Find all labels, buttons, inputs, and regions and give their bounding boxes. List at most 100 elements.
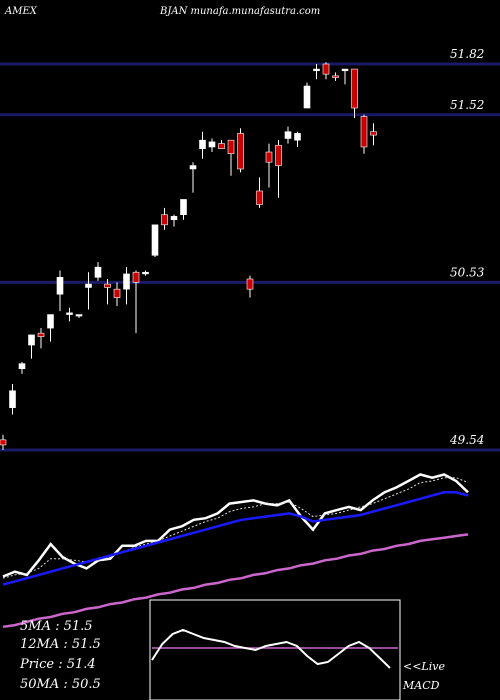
candle [18,361,26,374]
candle-body [351,68,358,109]
candle-body [170,216,178,221]
legend-50ma: 50MA : 50.5 [20,677,101,692]
candle-body [246,278,254,290]
candle-body [142,271,149,275]
candle-body [227,139,235,155]
candle-body [199,139,206,149]
legend: 5MA : 51.5 12MA : 51.5 Price : 51.4 50MA… [19,619,445,692]
candle-body [113,288,121,298]
candle-body [94,266,102,278]
candle-body [284,131,292,139]
candle-body [322,63,330,75]
candle [161,207,168,230]
candle [180,199,187,220]
candle [208,138,216,153]
candle [322,62,330,80]
candle-body [256,190,263,205]
candle-body [303,85,311,109]
legend-5ma: 5MA : 51.5 [20,619,93,634]
candle-body [360,116,368,148]
candle-body [275,144,282,166]
candle [332,72,339,81]
candles [0,62,377,450]
macd-series [151,628,398,669]
price-line-label: 51.82 [450,47,484,61]
candle [370,123,377,146]
candle-body [28,334,35,346]
candle [56,270,64,312]
legend-price: Price : 51.4 [19,657,96,672]
candle-body [332,75,339,78]
candle-body [237,133,244,170]
candle [37,328,45,349]
chart-title: BJAN munafa.munafasutra.com [159,6,320,17]
macd-label: MACD [402,679,440,692]
candle-body [208,141,216,148]
candle-body [161,214,168,226]
candle [85,272,92,310]
macd-frame [149,599,401,700]
candle [294,131,301,147]
candle-body [189,165,197,170]
ma-line [2,491,469,586]
candle [94,262,102,281]
candle [47,314,54,342]
candle [256,177,263,208]
candle [246,275,254,298]
candle [151,224,159,257]
price-line-label: 50.53 [450,265,485,279]
candle [132,270,140,334]
candle-body [151,224,159,256]
candle [351,68,358,119]
candle [360,114,368,154]
candle [341,68,349,85]
legend-12ma: 12MA : 51.5 [20,637,101,652]
candle-body [56,277,64,295]
macd-panel [149,599,401,700]
candle [170,214,178,227]
candle-body [104,283,111,288]
candle [75,314,83,318]
candle [104,279,111,305]
candle-body [18,363,26,370]
candle-body [75,314,83,317]
candle-body [294,133,301,141]
candle [28,334,35,359]
candle [66,307,73,322]
price-line-label: 51.52 [450,98,484,112]
exchange-label: AMEX [4,6,38,17]
candle-body [265,151,273,163]
candle [284,126,292,144]
live-label: <<Live [403,660,445,673]
candle-body [37,332,45,337]
candle [303,82,311,109]
candle-body [132,271,140,283]
candle [189,162,197,193]
candle-body [123,273,130,290]
candle [227,139,235,176]
candle [237,128,244,173]
candle-body [9,390,16,408]
candle [218,140,225,149]
macd-line [151,628,391,669]
candle-body [370,131,377,136]
candle [113,282,121,307]
candle-body [66,312,73,315]
candle [199,131,206,159]
moving-average-lines [2,473,469,629]
candle-body [341,68,349,72]
ma-line [2,473,469,578]
ma-line [2,533,469,629]
candle [142,270,149,276]
candle-body [0,439,7,446]
candle-body [47,314,54,329]
candle [275,140,282,198]
candle [9,383,16,415]
candle-body [85,283,92,288]
candle [313,64,320,80]
price-lines: 51.82 51.52 50.53 49.54 [0,47,500,452]
candle [265,143,273,188]
candle-body [180,199,187,215]
